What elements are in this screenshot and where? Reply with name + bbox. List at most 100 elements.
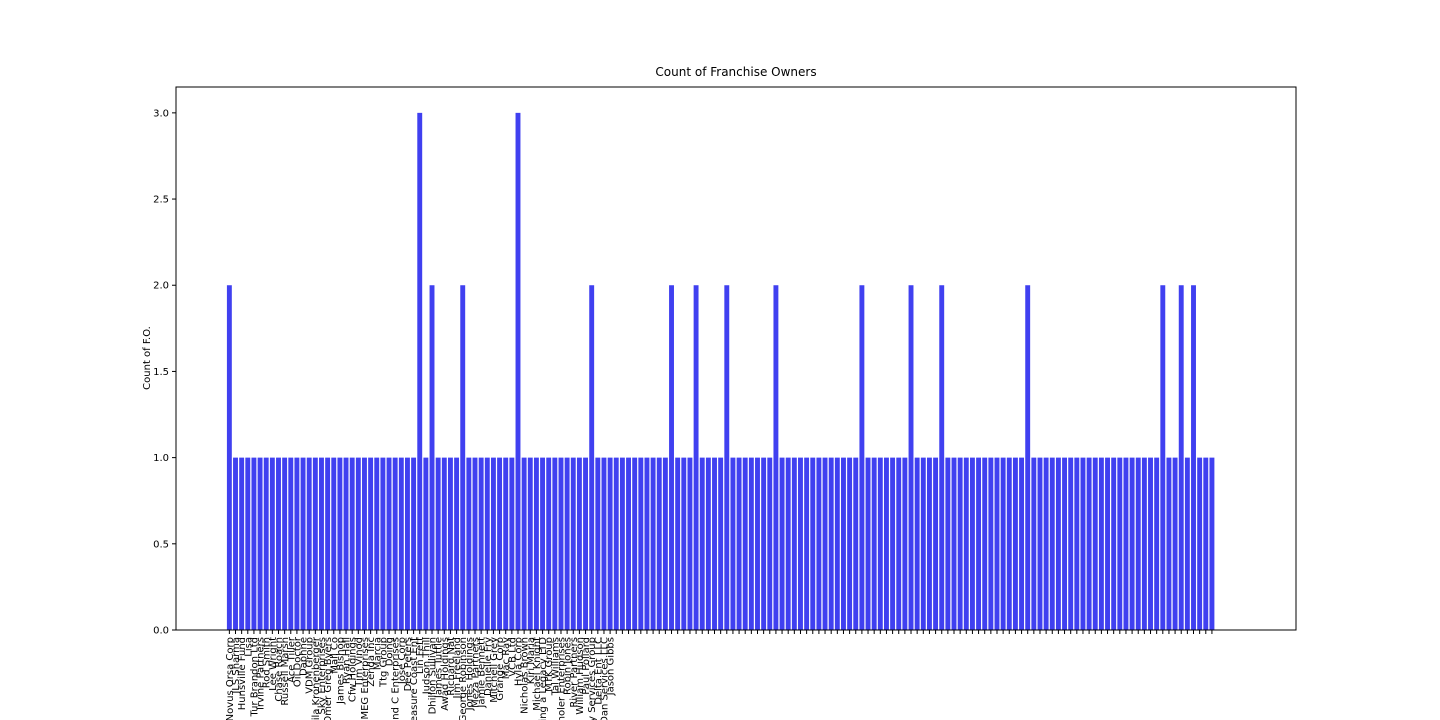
bar — [638, 457, 644, 630]
x-tick-label: Hunsville Fund — [237, 637, 248, 710]
x-tick-label: VCB Ltd — [507, 637, 518, 677]
bar — [558, 457, 564, 630]
bar — [785, 457, 791, 630]
x-tick-label: Dhillon Sullivan — [428, 637, 439, 714]
x-tick-label: Tal Williams — [550, 637, 561, 696]
bar — [1043, 457, 1049, 630]
bar — [939, 285, 945, 630]
x-tick-label: Lee Wright — [268, 637, 279, 691]
bar — [1019, 457, 1025, 630]
bar — [239, 457, 245, 630]
bar — [1031, 457, 1037, 630]
bar — [773, 285, 779, 630]
x-tick-label: River Partners — [569, 637, 580, 708]
bar — [871, 457, 877, 630]
bar — [392, 457, 398, 630]
x-tick-label: Novus Orsa Corp — [225, 637, 236, 720]
bar — [1141, 457, 1147, 630]
bar — [798, 457, 803, 630]
bar — [687, 457, 693, 630]
chart-title: Count of Franchise Owners — [655, 65, 816, 79]
bar — [515, 112, 521, 631]
x-tick-label: Chase Roach — [274, 637, 285, 702]
bar — [1012, 457, 1018, 630]
x-tick-label: Tur Brandon Ltd — [249, 637, 260, 717]
bar — [478, 457, 484, 630]
bar — [386, 457, 392, 630]
x-tick-label: Russell Marsh — [280, 637, 291, 706]
bar — [583, 457, 589, 630]
bar — [1203, 457, 1209, 630]
bar — [718, 457, 724, 630]
x-tick-label: Dan Services LLC — [599, 637, 610, 720]
x-tick-label: William Hudson — [575, 637, 586, 715]
bar — [834, 457, 840, 630]
bar — [982, 457, 988, 630]
bar — [288, 457, 294, 630]
bar — [822, 457, 828, 630]
x-tick-label: Jamie Bennett — [477, 637, 488, 709]
bar — [540, 457, 546, 630]
x-tick-label: MEG Enterprises — [360, 637, 371, 720]
bar — [374, 457, 380, 630]
x-tick-label: Zenda Inc — [366, 637, 377, 687]
x-tick-label: Mac Ray — [501, 637, 512, 679]
bar — [1154, 457, 1160, 630]
bar — [1209, 457, 1215, 630]
x-tick-label: Jose Corp — [397, 637, 408, 685]
bar — [1160, 285, 1166, 630]
bar — [853, 457, 859, 630]
bar — [908, 285, 914, 630]
bar — [533, 457, 539, 630]
bar — [435, 457, 441, 630]
bar — [404, 457, 410, 630]
x-tick-label: Tim Vinod — [354, 637, 365, 688]
x-tick-label: Mall Co — [329, 637, 340, 674]
bar — [730, 457, 736, 630]
x-tick-label: Danielle Fry — [483, 637, 494, 696]
bar — [976, 457, 982, 630]
bar — [325, 457, 331, 630]
bar — [411, 457, 417, 630]
bar — [306, 457, 312, 630]
bar — [570, 457, 576, 630]
bar — [300, 457, 306, 630]
bar — [957, 457, 963, 630]
x-tick-label: MTK Group — [544, 637, 555, 692]
x-tick-label: VDM Group — [305, 637, 316, 694]
bar — [650, 457, 656, 630]
bar — [619, 457, 625, 630]
bar — [509, 457, 515, 630]
bar — [337, 457, 343, 630]
x-tick-label: Ace Tiller — [286, 636, 297, 683]
bar — [429, 285, 435, 630]
bar — [877, 457, 883, 630]
bar — [841, 457, 846, 630]
bar — [761, 457, 767, 630]
bar — [816, 457, 822, 630]
bar — [1129, 457, 1135, 630]
bar — [693, 285, 699, 630]
x-tick-label: Jim Freeland — [452, 637, 463, 699]
bar — [417, 112, 423, 631]
bar — [644, 457, 650, 630]
bar — [1111, 457, 1117, 630]
bar — [767, 457, 773, 630]
bar — [503, 457, 509, 630]
bar — [626, 457, 631, 630]
bar — [896, 457, 902, 630]
bar — [920, 457, 926, 630]
x-tick-label: Nicholas Brown — [520, 637, 531, 714]
bar — [1148, 457, 1153, 630]
x-tick-label: Meza Partners — [471, 637, 482, 708]
bar — [945, 457, 951, 630]
y-tick-label: 0.0 — [153, 626, 169, 637]
bar — [1049, 457, 1055, 630]
x-tick-label: Rand C Enterprises — [391, 637, 402, 720]
x-tick-label: Judson Thill — [421, 637, 432, 695]
bar — [331, 457, 337, 630]
bar — [755, 457, 760, 630]
bar — [1000, 457, 1006, 630]
y-tick-label: 2.0 — [153, 281, 169, 292]
bar — [669, 285, 674, 630]
